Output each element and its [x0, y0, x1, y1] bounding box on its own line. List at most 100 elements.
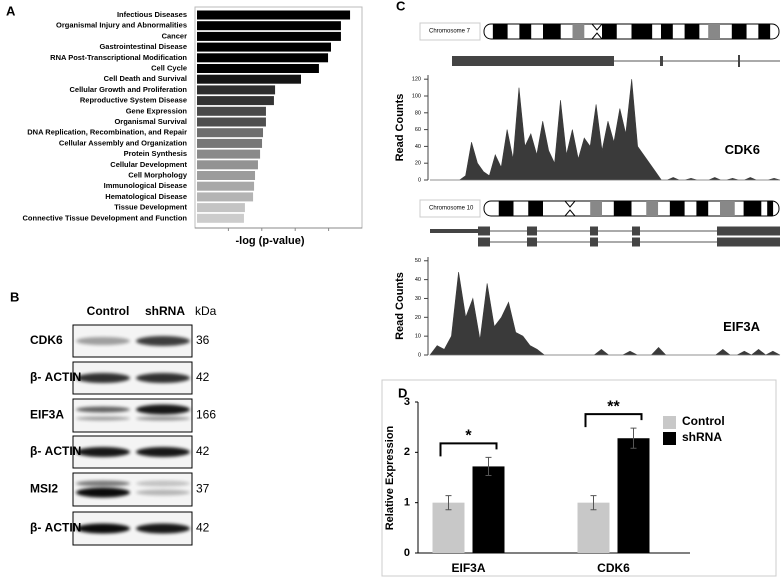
gene-exon	[478, 237, 490, 247]
bar	[197, 64, 319, 73]
ideogram-band	[498, 201, 514, 216]
y-tick-label: 0	[404, 547, 410, 559]
ideogram-band	[696, 201, 709, 216]
unit-label: kDa	[195, 304, 217, 318]
row-label: EIF3A	[30, 408, 64, 422]
gene-exon	[632, 226, 640, 236]
category-label: Connective Tissue Development and Functi…	[23, 213, 188, 222]
legend-swatch	[663, 416, 676, 429]
category-label: Cell Cycle	[151, 63, 187, 72]
significance-mark: *	[465, 428, 472, 445]
blot-band	[136, 373, 190, 383]
y-tick-label: 100	[412, 93, 421, 99]
error-bar	[485, 456, 492, 476]
gene-exon	[717, 226, 780, 236]
y-axis-label: Read Counts	[394, 272, 406, 340]
row-label: β- ACTIN	[30, 444, 81, 458]
y-tick-label: 10	[415, 334, 421, 340]
panel-label: D	[398, 385, 407, 400]
category-label: Hematological Disease	[105, 192, 187, 201]
gene-exon	[590, 226, 598, 236]
y-tick-label: 0	[418, 177, 421, 183]
blot-band	[76, 523, 130, 534]
annotation-box	[419, 199, 481, 218]
track-title: CDK6	[725, 142, 760, 157]
row-label: CDK6	[30, 333, 63, 347]
ideogram-band	[543, 24, 561, 39]
legend-label: Control	[682, 414, 725, 428]
gene-exon	[478, 226, 490, 236]
y-tick-label: 50	[415, 258, 421, 264]
ideogram-band	[669, 201, 685, 216]
x-tick-label: EIF3A	[451, 561, 485, 575]
read-count-area	[430, 79, 781, 181]
y-tick-label: 1	[404, 497, 410, 509]
bar	[197, 192, 254, 202]
bar	[197, 85, 276, 95]
blot-band	[136, 480, 190, 487]
blot-band	[136, 447, 190, 457]
blot-band	[76, 487, 130, 498]
x-tick-label: CDK6	[597, 561, 630, 575]
significance-mark: **	[607, 398, 620, 415]
category-label: Cancer	[162, 31, 188, 40]
significance-bracket	[584, 413, 643, 428]
y-axis-label: Relative Expression	[384, 425, 396, 530]
ideogram-band	[661, 24, 673, 39]
ideogram-band	[613, 201, 632, 216]
blot-band	[136, 336, 190, 346]
ideogram-band	[519, 24, 532, 39]
y-tick-label: 20	[415, 315, 421, 321]
ideogram-band	[602, 24, 617, 39]
kda-label: 37	[196, 482, 210, 496]
category-label: Protein Synthesis	[124, 149, 187, 158]
y-tick-label: 40	[415, 277, 421, 283]
category-label: Cell Death and Survival	[104, 74, 187, 83]
bar	[197, 138, 263, 148]
category-label: Cellular Growth and Proliferation	[69, 85, 187, 94]
category-label: RNA Post-Transcriptional Modification	[50, 53, 187, 62]
y-tick-label: 3	[404, 396, 410, 408]
blot-band	[76, 337, 130, 345]
bar	[197, 31, 341, 41]
bar	[197, 42, 331, 52]
bar	[577, 502, 610, 553]
gene-exon	[452, 56, 614, 66]
ideogram-band	[572, 24, 585, 39]
blot-box	[72, 398, 193, 433]
ideogram-band	[720, 201, 735, 216]
x-axis-label: -log (p-value)	[235, 235, 304, 247]
blot-band	[136, 489, 190, 496]
track-title: EIF3A	[723, 319, 760, 334]
ideogram-band	[528, 201, 543, 216]
gene-exon	[738, 55, 740, 67]
gene-exon	[527, 237, 537, 247]
blot-band	[136, 523, 190, 534]
panel-label: A	[6, 3, 16, 18]
chromosome-label: Chromosome 10	[429, 206, 474, 212]
centromere	[591, 23, 603, 40]
y-tick-label: 120	[412, 77, 421, 83]
category-label: Organismal Injury and Abnormalities	[56, 21, 187, 30]
category-label: Immunological Disease	[104, 181, 187, 190]
panel-label: B	[10, 289, 19, 304]
ideogram-band	[646, 201, 659, 216]
bar	[197, 203, 245, 213]
gene-exon	[632, 237, 640, 247]
column-header: Control	[87, 304, 130, 318]
kda-label: 42	[196, 370, 210, 384]
bar	[617, 438, 650, 553]
error-bar	[590, 495, 597, 511]
bar	[197, 181, 255, 191]
y-tick-label: 40	[415, 144, 421, 150]
bar	[197, 21, 341, 31]
ideogram-band	[590, 201, 602, 216]
significance-bracket	[439, 442, 498, 457]
kda-label: 42	[196, 444, 210, 458]
bar	[197, 53, 329, 63]
ideogram-band	[684, 24, 700, 39]
chromosome-label: Chromosome 7	[429, 29, 471, 35]
category-label: Cellular Assembly and Organization	[59, 138, 188, 147]
y-tick-label: 80	[415, 110, 421, 116]
